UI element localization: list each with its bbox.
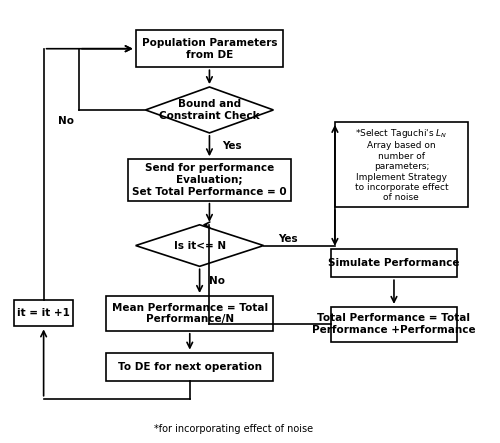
Text: Simulate Performance: Simulate Performance (328, 258, 460, 268)
Text: Mean Performance = Total
Performance/N: Mean Performance = Total Performance/N (112, 303, 268, 324)
Text: No: No (58, 116, 74, 126)
Text: it = it +1: it = it +1 (17, 308, 70, 319)
Polygon shape (136, 225, 264, 266)
Text: To DE for next operation: To DE for next operation (118, 362, 262, 372)
FancyBboxPatch shape (106, 296, 274, 331)
Text: Total Performance = Total
Performance +Performance: Total Performance = Total Performance +P… (312, 314, 476, 335)
Text: Population Parameters
from DE: Population Parameters from DE (142, 38, 277, 59)
Text: Bound and
Constraint Check: Bound and Constraint Check (159, 99, 260, 121)
FancyBboxPatch shape (128, 159, 290, 201)
Text: Yes: Yes (222, 141, 242, 151)
Text: No: No (210, 276, 226, 286)
FancyBboxPatch shape (335, 122, 468, 207)
Text: Yes: Yes (278, 234, 298, 244)
Text: Send for performance
Evaluation;
Set Total Performance = 0: Send for performance Evaluation; Set Tot… (132, 163, 287, 197)
FancyBboxPatch shape (106, 353, 274, 381)
Text: Is it<= N: Is it<= N (174, 241, 226, 251)
Text: *Select Taguchi's $L_N$
Array based on
number of
parameters;
Implement Strategy
: *Select Taguchi's $L_N$ Array based on n… (354, 127, 448, 202)
FancyBboxPatch shape (331, 249, 456, 277)
FancyBboxPatch shape (136, 30, 284, 67)
FancyBboxPatch shape (331, 307, 456, 342)
Text: *for incorporating effect of noise: *for incorporating effect of noise (154, 424, 314, 434)
Polygon shape (146, 87, 274, 133)
FancyBboxPatch shape (14, 300, 73, 326)
